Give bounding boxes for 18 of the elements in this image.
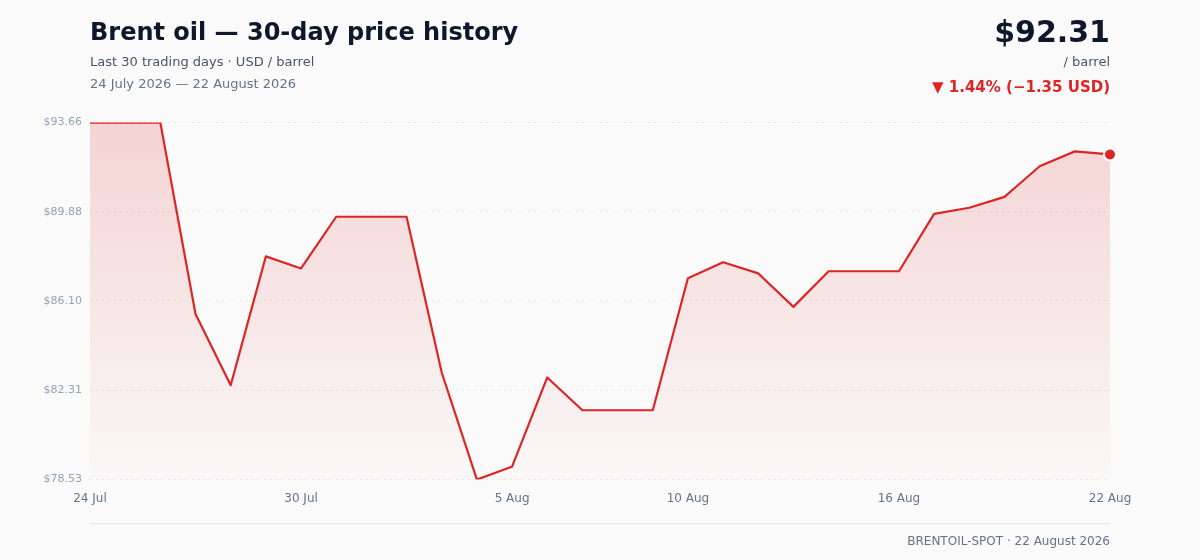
text: BRENTOIL-SPOT · 22 August 2026 [907,534,1110,548]
x-tick-label: 5 Aug [494,490,530,505]
x-tick-label: 30 Jul [284,490,318,505]
y-tick-label: $93.66 [43,115,82,129]
x-tick-label: 16 Aug [877,490,921,505]
x-tick-label: 22 Aug [1088,490,1132,505]
x-tick-label: 24 Jul [73,490,107,505]
y-tick-label: $89.88 [43,204,82,218]
chart-subtitle: Last 30 trading days · USD / barrel [90,54,315,69]
y-tick-label: $78.53 [43,472,82,486]
text: 24 July 2026 — 22 August 2026 [90,76,296,91]
y-tick-label: $86.10 [43,293,82,307]
x-tick-label: 10 Aug [666,490,710,505]
y-tick-label: $82.31 [43,383,82,397]
chart-title: Brent oil — 30-day price history [90,18,519,46]
text: ▼ 1.44% (−1.35 USD) [932,78,1110,96]
text: $92.31 [994,14,1110,49]
text: / barrel [1063,54,1110,69]
